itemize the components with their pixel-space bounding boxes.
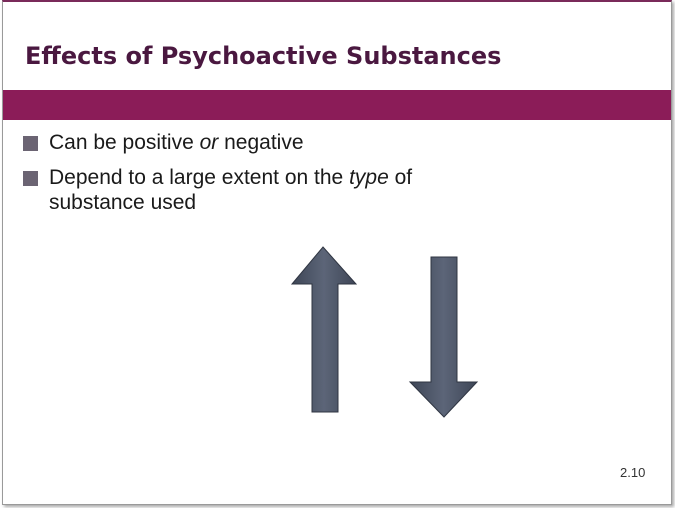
bullet-text: type	[349, 166, 389, 189]
bullet-text: or	[199, 131, 219, 154]
bullet-square	[23, 171, 38, 186]
bullet-text: Depend to a large extent on the	[49, 166, 350, 189]
bullet: Depend to a large extent on the type of …	[23, 165, 493, 215]
up-arrow	[290, 246, 358, 413]
bullet: Can be positive or negative	[23, 130, 493, 155]
title-band	[3, 90, 671, 120]
down-arrow	[408, 256, 479, 418]
bullet-text: Can be positive	[49, 131, 200, 154]
bullet-list: Can be positive or negative Depend to a l…	[23, 130, 493, 225]
page-number: 2.10	[620, 465, 646, 480]
bullet-text: of substance used	[49, 166, 418, 214]
slide-title: Effects of Psychoactive Substances	[25, 42, 502, 70]
bullet-text: negative	[218, 131, 304, 154]
arrows	[290, 246, 479, 418]
bullet-square	[23, 136, 38, 151]
